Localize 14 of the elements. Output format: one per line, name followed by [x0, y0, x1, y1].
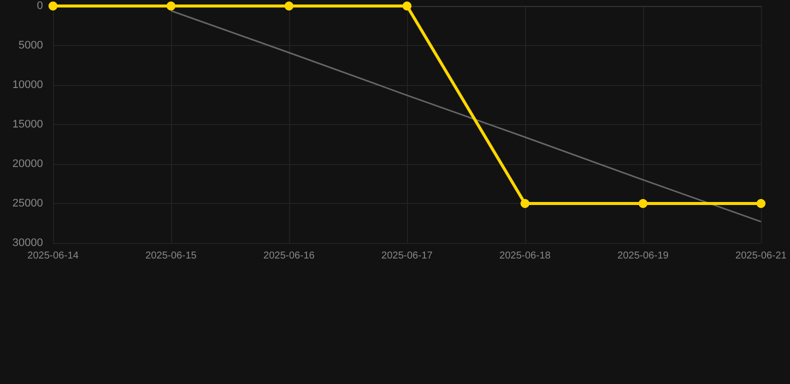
x-tick-label: 2025-06-21 [735, 250, 788, 262]
x-tick-label: 2025-06-16 [263, 250, 316, 262]
y-tick-label: 20000 [12, 158, 43, 170]
y-tick-label: 30000 [12, 237, 43, 249]
y-tick-label: 15000 [12, 118, 43, 130]
x-tick-label: 2025-06-14 [27, 250, 80, 262]
x-tick-label: 2025-06-19 [617, 250, 670, 262]
x-tick-label: 2025-06-15 [145, 250, 198, 262]
y-tick-label: 5000 [18, 40, 43, 52]
y-tick-label: 0 [36, 0, 43, 12]
x-tick-label: 2025-06-17 [381, 250, 434, 262]
x-tick-label: 2025-06-18 [499, 250, 552, 262]
y-tick-label: 25000 [12, 198, 43, 210]
y-tick-label: 10000 [12, 79, 43, 91]
